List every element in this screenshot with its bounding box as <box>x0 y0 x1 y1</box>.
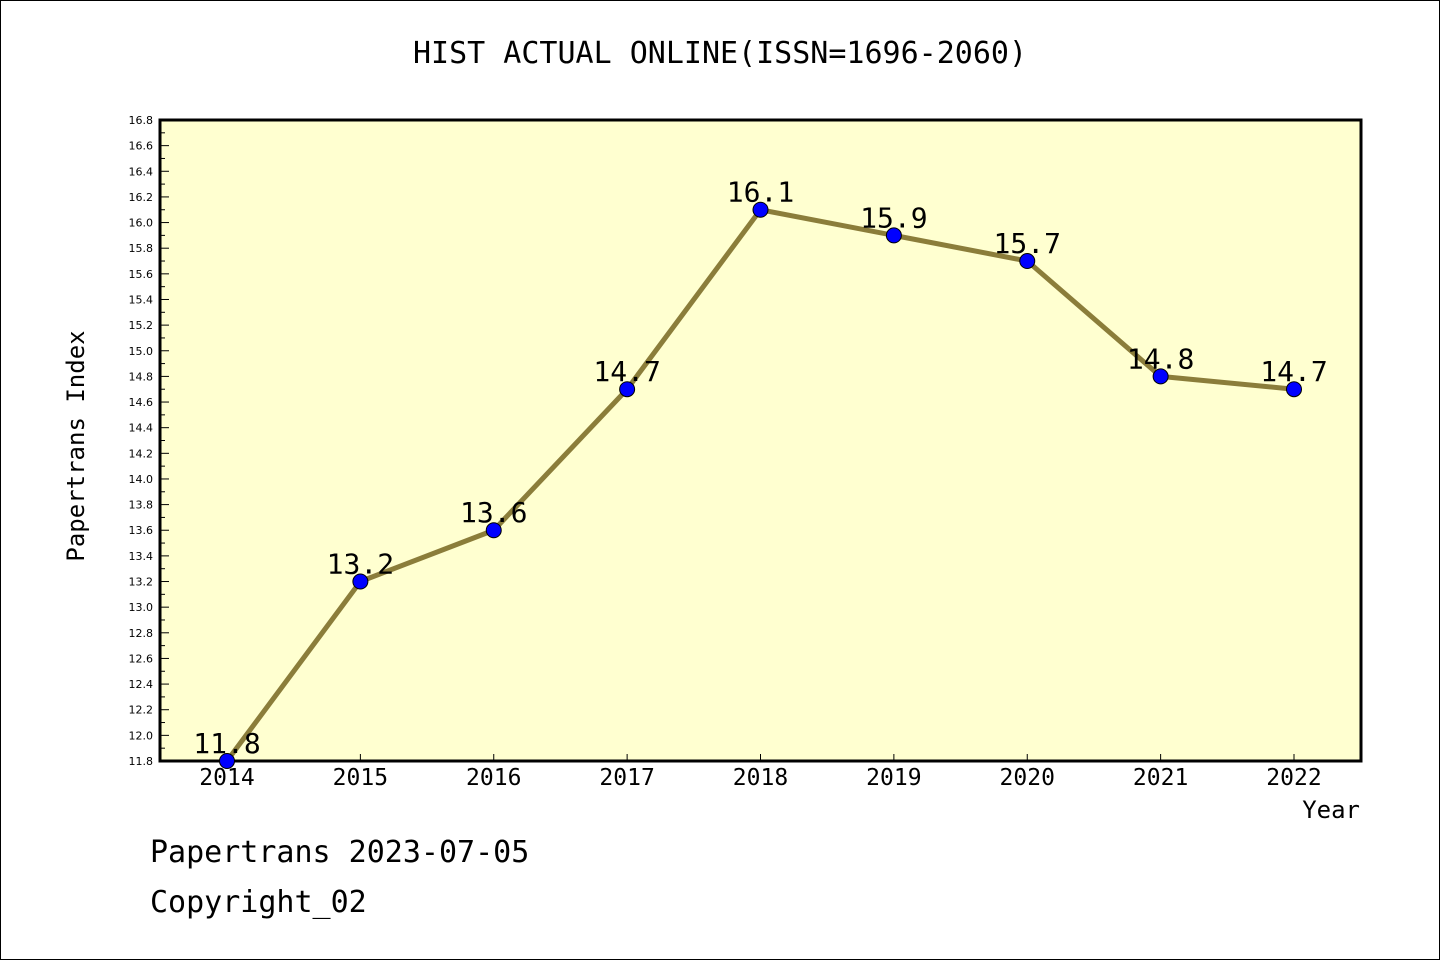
y-tick-label: 16.8 <box>129 114 154 127</box>
data-label: 13.2 <box>327 548 394 581</box>
y-tick-label: 12.6 <box>129 652 154 665</box>
y-tick-label: 15.8 <box>129 242 154 255</box>
data-point <box>1019 253 1036 270</box>
y-tick-label: 12.2 <box>129 704 154 717</box>
y-tick-label: 14.4 <box>129 422 154 435</box>
data-label: 14.7 <box>593 355 660 388</box>
x-axis-label: Year <box>1302 796 1360 824</box>
data-point <box>752 201 769 218</box>
y-tick-label: 16.2 <box>129 191 154 204</box>
y-tick-label: 11.8 <box>129 755 154 768</box>
x-axis: 2014 2015 2016 2017 2018 2019 2020 2021 2022 <box>199 754 1322 791</box>
plot-area <box>158 118 1363 763</box>
data-label: 14.7 <box>1260 355 1327 388</box>
x-tick-label: 2015 <box>333 765 388 791</box>
x-tick-label: 2022 <box>1266 765 1321 791</box>
data-point <box>1152 368 1169 385</box>
data-label: 13.6 <box>460 496 527 529</box>
y-tick-label: 14.8 <box>129 370 154 383</box>
y-tick-label: 13.8 <box>129 499 154 512</box>
data-point <box>485 522 502 539</box>
x-tick-label: 2014 <box>199 765 254 791</box>
y-axis: 11.8 12.0 12.2 12.4 12.6 12.8 13.0 13.2 13.4 13.6… <box>129 114 169 768</box>
data-point <box>1286 381 1302 398</box>
y-tick-label: 16.6 <box>129 140 154 153</box>
y-tick-label: 15.4 <box>129 293 154 306</box>
footer-date: Papertrans 2023-07-05 <box>150 835 530 870</box>
data-label: 14.8 <box>1127 342 1194 375</box>
data-points-group <box>219 201 1302 769</box>
y-tick-label: 12.4 <box>129 678 154 691</box>
y-tick-label: 13.6 <box>129 524 154 537</box>
data-labels-group: 11.8 13.2 13.6 14.7 16.1 15.9 15.7 14.8 14.7 <box>193 176 1327 760</box>
data-point <box>219 753 235 769</box>
data-label: 15.7 <box>994 227 1061 260</box>
y-tick-label: 13.0 <box>129 601 154 614</box>
data-point <box>885 227 902 244</box>
y-tick-label: 12.8 <box>129 627 154 640</box>
x-tick-label: 2021 <box>1133 765 1188 791</box>
y-tick-label: 14.0 <box>129 473 154 486</box>
chart-title: HIST ACTUAL ONLINE(ISSN=1696-2060) <box>412 36 1028 71</box>
y-tick-label: 13.2 <box>129 576 154 589</box>
y-tick-label: 14.6 <box>129 396 154 409</box>
y-tick-label: 15.0 <box>129 345 154 358</box>
x-tick-label: 2018 <box>733 765 788 791</box>
y-axis-label: Papertrans Index <box>62 330 90 562</box>
x-tick-label: 2017 <box>599 765 654 791</box>
y-tick-label: 13.4 <box>129 550 154 563</box>
x-tick-label: 2019 <box>866 765 921 791</box>
y-tick-label: 16.0 <box>129 217 154 230</box>
data-label: 11.8 <box>193 727 260 760</box>
footer-copyright: Copyright_02 <box>150 885 367 920</box>
x-tick-label: 2020 <box>1000 765 1055 791</box>
y-tick-label: 14.2 <box>129 447 154 460</box>
data-point <box>352 573 369 590</box>
y-tick-label: 12.0 <box>129 729 154 742</box>
y-tick-label: 15.2 <box>129 319 154 332</box>
data-label: 16.1 <box>727 176 794 209</box>
y-tick-label: 15.6 <box>129 268 154 281</box>
data-point <box>619 381 636 398</box>
y-tick-label: 16.4 <box>129 165 154 178</box>
x-tick-label: 2016 <box>466 765 521 791</box>
data-label: 15.9 <box>860 201 927 234</box>
